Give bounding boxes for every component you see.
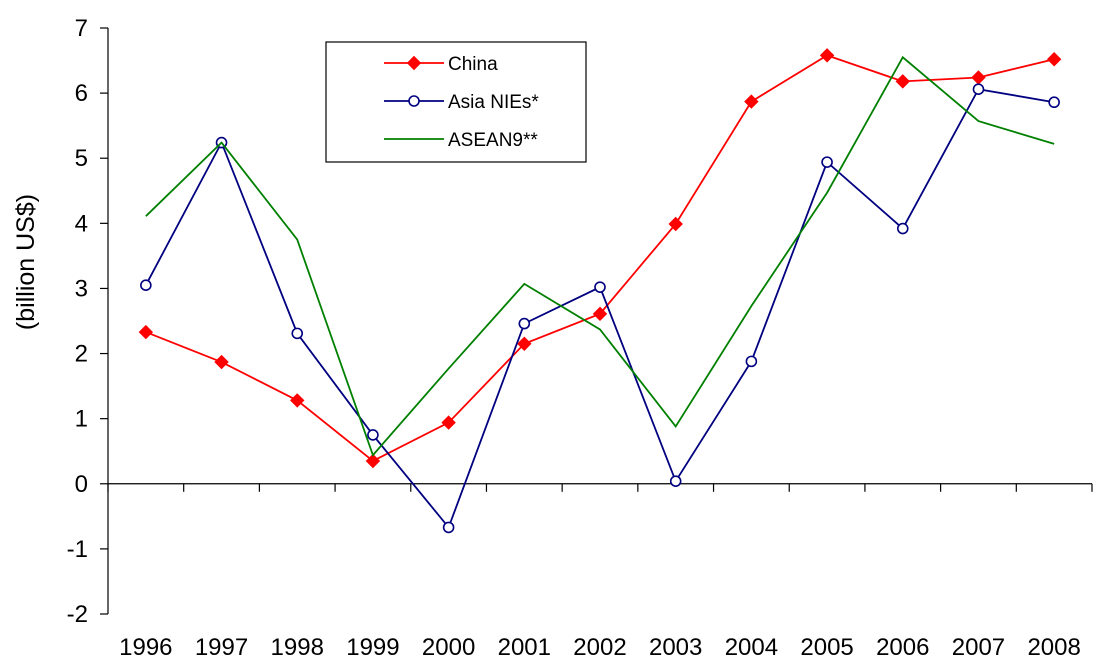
x-tick-label: 2001 xyxy=(498,634,551,661)
data-point-asia-nies xyxy=(594,281,606,293)
y-tick-label: 5 xyxy=(75,145,88,172)
data-point-asia-nies xyxy=(745,355,758,368)
legend-item-china: China xyxy=(384,54,498,75)
series-line-asean9 xyxy=(145,55,1055,457)
data-point-china xyxy=(895,74,910,89)
data-point-asia-nies xyxy=(669,475,682,487)
data-point-china xyxy=(290,393,305,408)
y-tick-label: -2 xyxy=(67,601,88,628)
data-point-asia-nies xyxy=(1048,96,1060,109)
data-point-asia-nies xyxy=(140,279,152,291)
y-tick-label: 4 xyxy=(75,210,88,237)
data-point-china xyxy=(517,336,532,351)
y-tick-label: 2 xyxy=(75,341,88,368)
y-tick-label: 7 xyxy=(75,15,88,42)
series-line-china xyxy=(145,54,1055,463)
data-point-china xyxy=(1046,52,1062,67)
legend-item-asia-nies: Asia NIEs* xyxy=(384,92,539,113)
x-tick-label: 1996 xyxy=(119,634,172,661)
x-tick-label: 1997 xyxy=(195,634,248,661)
series-asia-nies xyxy=(140,83,1060,534)
legend-label: Asia NIEs* xyxy=(448,92,539,113)
y-tick-label: 3 xyxy=(75,275,88,302)
data-point-china xyxy=(971,70,986,85)
y-tick-label: 1 xyxy=(75,406,88,433)
y-axis: -2 -1 0 1 2 3 4 5 6 7 xyxy=(67,15,109,628)
legend-box xyxy=(325,41,587,163)
data-point-china xyxy=(744,94,759,109)
data-point-asia-nies xyxy=(896,222,909,235)
data-point-china xyxy=(819,48,835,63)
legend-item-asean9: ASEAN9** xyxy=(384,130,538,151)
x-axis: 1996 1997 1998 1999 2000 2001 2002 2003 2004 2005… xyxy=(107,483,1093,661)
data-point-china xyxy=(441,415,456,430)
data-point-china xyxy=(138,324,154,340)
data-point-china xyxy=(668,216,683,232)
data-point-asia-nies xyxy=(367,429,379,441)
x-tick-label: 1999 xyxy=(346,634,399,661)
legend-marker xyxy=(408,95,420,107)
series-china xyxy=(138,48,1062,469)
data-point-asia-nies xyxy=(518,317,531,330)
y-tick-label: -1 xyxy=(67,536,88,563)
legend: China Asia NIEs* ASEAN9** xyxy=(325,41,587,163)
data-point-china xyxy=(365,453,381,469)
x-tick-label: 2000 xyxy=(422,634,475,661)
series-layer xyxy=(138,48,1062,534)
x-tick-label: 1998 xyxy=(271,634,324,661)
y-tick-label: 0 xyxy=(75,471,88,498)
x-tick-label: 2003 xyxy=(649,634,702,661)
x-tick-label: 2002 xyxy=(573,634,626,661)
x-tick-label: 2006 xyxy=(876,634,929,661)
data-point-asia-nies xyxy=(291,327,304,340)
data-point-china xyxy=(592,306,608,322)
y-tick-label: 6 xyxy=(75,80,88,107)
series-asean9 xyxy=(145,55,1055,457)
data-point-asia-nies xyxy=(442,521,455,534)
x-tick-label: 2008 xyxy=(1027,634,1080,661)
legend-label: China xyxy=(448,54,498,75)
x-tick-label: 2004 xyxy=(725,634,778,661)
x-tick-label: 2007 xyxy=(952,634,1005,661)
data-point-asia-nies xyxy=(821,156,833,168)
x-tick-label: 2005 xyxy=(800,634,853,661)
legend-marker xyxy=(406,55,422,71)
data-point-asia-nies xyxy=(972,83,985,96)
y-axis-title: (billion US$) xyxy=(12,194,40,330)
legend-label: ASEAN9** xyxy=(448,130,538,151)
data-point-china xyxy=(214,354,229,370)
